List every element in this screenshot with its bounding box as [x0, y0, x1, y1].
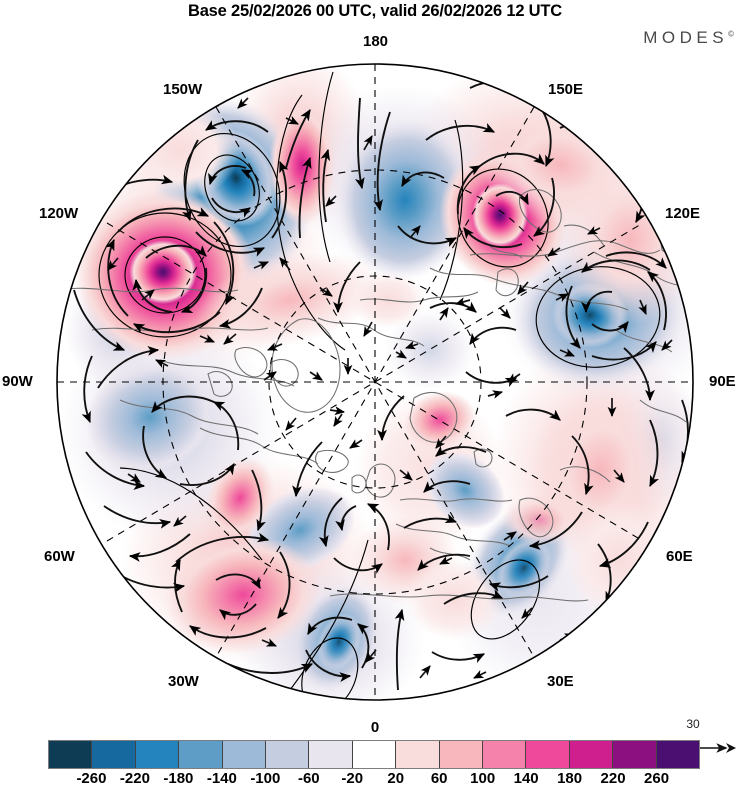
colorbar-swatch-12	[569, 741, 614, 768]
colorbar-swatches	[48, 740, 700, 769]
colorbar-tick--180: -180	[163, 770, 194, 787]
colorbar-swatch-1	[92, 741, 136, 768]
graticule-label-30E: 30E	[547, 673, 574, 690]
colorbar-swatch-2	[135, 741, 180, 768]
colorbar-tick--20: -20	[341, 770, 364, 787]
map-outline	[56, 63, 694, 701]
colorbar-swatch-7	[352, 741, 397, 768]
graticule-label-150E: 150E	[548, 81, 584, 98]
colorbar-swatch-13	[613, 741, 657, 768]
colorbar-legend: 0 -260 -220 -180 -140 -100 -60 -20 20 60 100 140 18…	[0, 719, 750, 787]
copyright-icon: ©	[728, 29, 734, 39]
colorbar-tick-60: 60	[430, 770, 448, 787]
graticule-label-60E: 60E	[666, 548, 693, 565]
colorbar-tick-20: 20	[387, 770, 405, 787]
wind-scale-label: 30	[686, 717, 700, 731]
logo-text: MODES	[643, 28, 729, 47]
colorbar-tick--100: -100	[250, 770, 281, 787]
anomaly-shading	[57, 64, 693, 700]
colorbar-tick--140: -140	[206, 770, 237, 787]
colorbar-tick--220: -220	[119, 770, 150, 787]
colorbar-swatch-14	[656, 741, 700, 768]
colorbar-swatch-6	[309, 741, 353, 768]
wind-vectors-small	[107, 97, 673, 679]
map-svg	[56, 63, 694, 701]
colorbar-tick-260: 260	[644, 770, 670, 787]
graticule-label-30W: 30W	[168, 673, 199, 690]
colorbar-tick--260: -260	[76, 770, 107, 787]
colorbar-swatch-0	[49, 741, 93, 768]
colorbar-swatch-10	[483, 741, 527, 768]
colorbar-swatch-3	[179, 741, 223, 768]
colorbar-swatch-8	[396, 741, 440, 768]
colorbar-tick-180: 180	[557, 770, 583, 787]
colorbar-swatch-11	[526, 741, 570, 768]
colorbar-tick-100: 100	[470, 770, 496, 787]
colorbar-tick--60: -60	[297, 770, 320, 787]
colorbar-ticks: -260 -220 -180 -140 -100 -60 -20 20 60 100 140 180 2…	[48, 770, 700, 792]
graticule-label-60W: 60W	[44, 548, 75, 565]
colorbar-swatch-5	[266, 741, 310, 768]
page-title: Base 25/02/2026 00 UTC, valid 26/02/2026…	[187, 2, 562, 20]
graticule-label-120E: 120E	[665, 205, 701, 222]
colorbar-swatch-4	[222, 741, 267, 768]
modes-logo: MODES©	[643, 28, 734, 48]
graticule-label-90W: 90W	[2, 373, 33, 390]
graticule-label-180: 180	[363, 33, 389, 50]
graticule-label-150W: 150W	[163, 81, 203, 98]
colorbar-zero-label: 0	[370, 719, 380, 736]
graticule-label-90E: 90E	[709, 373, 736, 390]
colorbar-tick-220: 220	[600, 770, 626, 787]
polar-map-plot	[56, 63, 694, 701]
colorbar-tick-140: 140	[513, 770, 539, 787]
colorbar-swatch-9	[439, 741, 484, 768]
graticule-label-120W: 120W	[39, 205, 79, 222]
graticule	[57, 64, 693, 700]
